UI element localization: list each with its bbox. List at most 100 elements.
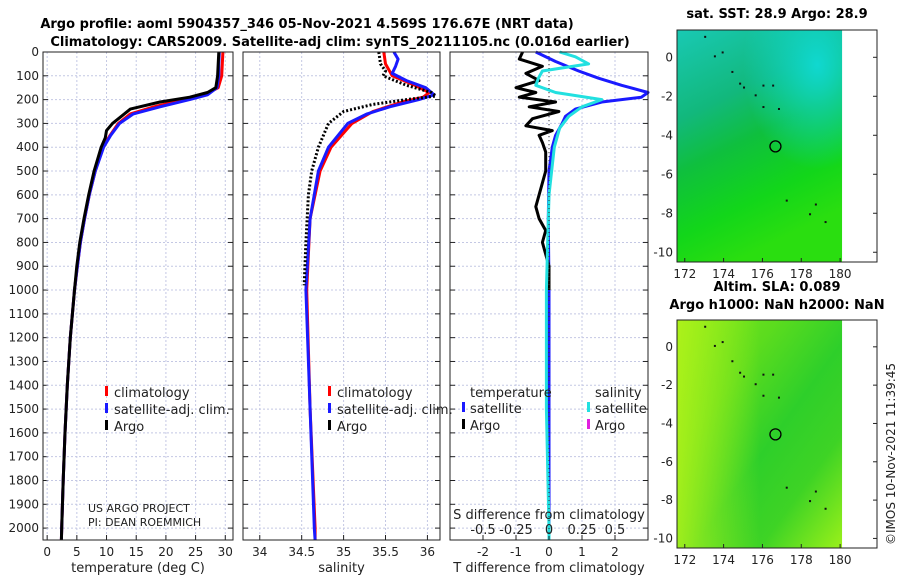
island-marker <box>814 490 817 493</box>
x-tick-label: 0 <box>545 545 553 559</box>
x-tick-label: 172 <box>673 553 696 567</box>
island-marker <box>754 94 757 97</box>
y-tick-label: 900 <box>16 259 39 273</box>
series-line-t-satellite <box>535 50 650 540</box>
x-tick-label: 174 <box>712 553 735 567</box>
s-axis-label: S difference from climatology <box>453 508 645 523</box>
island-marker <box>824 507 827 510</box>
y-tick-label: 0 <box>665 50 673 64</box>
map-field-overlay <box>677 320 843 548</box>
x-tick-label: 30 <box>218 545 233 559</box>
island-marker <box>762 84 765 87</box>
x-tick-label: 180 <box>829 553 852 567</box>
island-marker <box>743 86 746 89</box>
series-line-climatology <box>59 51 225 541</box>
x-tick-label: 36 <box>420 545 435 559</box>
x-tick-label: 0 <box>43 545 51 559</box>
map-sst_map: 172 174 176 178 180 0 -2 -4 -6 -8 -10 sat. SST: 28.… <box>653 7 878 281</box>
s-tick-label: 0 <box>545 523 553 538</box>
plot-frame <box>242 51 441 541</box>
map-title: Altim. SLA: 0.089 <box>714 280 841 295</box>
s-tick-label: -0.25 <box>499 523 533 538</box>
x-tick-label: 178 <box>790 267 813 281</box>
y-tick-label: -4 <box>661 128 673 142</box>
y-tick-label: 400 <box>16 140 39 154</box>
s-tick-label: -0.5 <box>470 523 495 538</box>
y-tick-label: 100 <box>16 69 39 83</box>
y-tick-label: 600 <box>16 188 39 202</box>
x-tick-label: 172 <box>673 267 696 281</box>
panel-differences: -2 -1 0 1 2 T difference from climatology S di… <box>449 50 650 576</box>
legend-label-argo: Argo <box>337 420 367 435</box>
legend-swatch-climatology <box>105 386 108 396</box>
island-marker <box>824 221 827 224</box>
legend-swatch <box>462 402 465 412</box>
legend-header-temperature: temperature <box>470 386 552 401</box>
island-marker <box>754 383 757 386</box>
legend-label-satellite: satellite-adj. clim. <box>114 403 230 418</box>
panel-temperature: 0100200300400500600700800900100011001200… <box>8 45 234 576</box>
island-marker <box>814 203 817 206</box>
x-tick-label: 174 <box>712 267 735 281</box>
y-tick-label: 1600 <box>8 426 39 440</box>
legend-label-climatology: climatology <box>337 386 413 401</box>
y-tick-label: 2000 <box>8 521 39 535</box>
s-tick-label: 0.5 <box>605 523 626 538</box>
island-marker <box>785 199 788 202</box>
y-tick-label: 300 <box>16 116 39 130</box>
y-tick-label: 1100 <box>8 307 39 321</box>
x-tick-label: 15 <box>129 545 144 559</box>
x-tick-label: 25 <box>188 545 203 559</box>
legend-swatch <box>462 419 465 429</box>
x-tick-label: 2 <box>611 545 619 559</box>
plot-frame <box>449 51 649 541</box>
x-tick-label: 10 <box>99 545 114 559</box>
map-subtitle: Argo h1000: NaN h2000: NaN <box>669 298 884 313</box>
island-marker <box>785 486 788 489</box>
island-marker <box>739 82 742 85</box>
island-marker <box>743 375 746 378</box>
y-tick-label: -6 <box>661 455 673 469</box>
series-line-climatology <box>305 51 431 540</box>
x-tick-label: 35.5 <box>372 545 399 559</box>
legend-swatch-climatology <box>328 386 331 396</box>
legend-header-salinity: salinity <box>595 386 642 401</box>
legend-label-satellite: satellite-adj. clim. <box>337 403 453 418</box>
y-tick-label: 1800 <box>8 473 39 487</box>
island-marker <box>809 213 812 216</box>
y-tick-label: -4 <box>661 416 673 430</box>
legend-label-climatology: climatology <box>114 386 190 401</box>
y-tick-label: -10 <box>653 245 673 259</box>
credit-project: US ARGO PROJECT <box>88 502 190 515</box>
y-tick-label: 1400 <box>8 378 39 392</box>
island-marker <box>777 396 780 399</box>
y-tick-label: -10 <box>653 531 673 545</box>
x-tick-label: 176 <box>751 267 774 281</box>
map-title: sat. SST: 28.9 Argo: 28.9 <box>686 7 867 22</box>
map-field-overlay <box>677 30 843 262</box>
island-marker <box>762 106 765 109</box>
series-line-satellite-adj-clim- <box>304 51 436 541</box>
island-marker <box>731 360 734 363</box>
x-tick-label: 34.5 <box>288 545 315 559</box>
s-tick-label: 0.25 <box>568 523 597 538</box>
legend-swatch <box>587 402 590 412</box>
y-tick-label: -8 <box>661 493 673 507</box>
island-marker <box>713 344 716 347</box>
legend-swatch-satellite <box>328 403 331 413</box>
legend-swatch <box>587 419 590 429</box>
legend-swatch-satellite <box>105 403 108 413</box>
map-sla_map: 172 174 176 178 180 0 -2 -4 -6 -8 -10 Altim. SLA: 0… <box>653 280 884 567</box>
legend-label: Argo <box>595 419 625 434</box>
series-line-argo <box>302 51 438 286</box>
x-tick-label: 35 <box>336 545 351 559</box>
profile-location-marker <box>769 140 782 153</box>
island-marker <box>809 500 812 503</box>
map-frame <box>676 29 878 263</box>
y-tick-label: 1500 <box>8 402 39 416</box>
series-line-s-satellite <box>534 50 604 540</box>
timestamp: ©IMOS 10-Nov-2021 11:39:45 <box>884 363 898 545</box>
y-tick-label: 1000 <box>8 283 39 297</box>
y-tick-label: -8 <box>661 206 673 220</box>
